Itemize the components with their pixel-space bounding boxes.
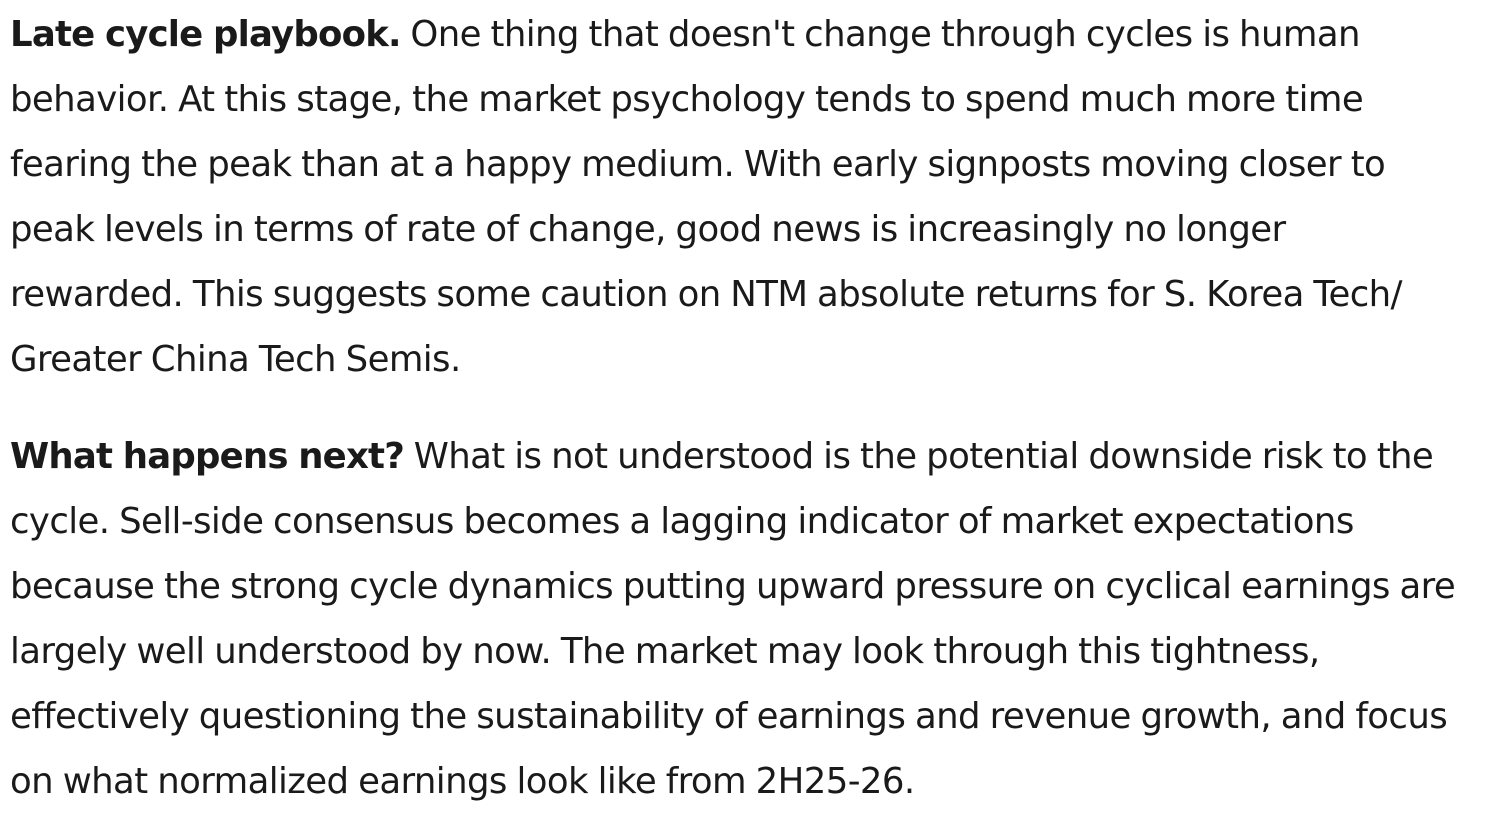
text-line: Greater China Tech Semis. [10,339,461,380]
text-line: effectively questioning the sustainabili… [10,696,1448,737]
text-line: What is not understood is the potential … [413,436,1434,477]
text-line: One thing that doesn't change through cy… [410,14,1360,55]
text-line: rewarded. This suggests some caution on … [10,274,1402,315]
text-line: on what normalized earnings look like fr… [10,761,915,802]
text-line: behavior. At this stage, the market psyc… [10,79,1364,120]
text-line: cycle. Sell-side consensus becomes a lag… [10,501,1354,542]
text-line: because the strong cycle dynamics puttin… [10,566,1456,607]
text-line: fearing the peak than at a happy medium.… [10,144,1386,185]
paragraph-heading: Late cycle playbook. [10,14,401,55]
text-line: largely well understood by now. The mark… [10,631,1320,672]
paragraph-late-cycle-playbook: Late cycle playbook. One thing that does… [10,2,1500,392]
text-line: peak levels in terms of rate of change, … [10,209,1286,250]
paragraph-heading: What happens next? [10,436,405,477]
paragraph-what-happens-next: What happens next? What is not understoo… [10,424,1500,814]
